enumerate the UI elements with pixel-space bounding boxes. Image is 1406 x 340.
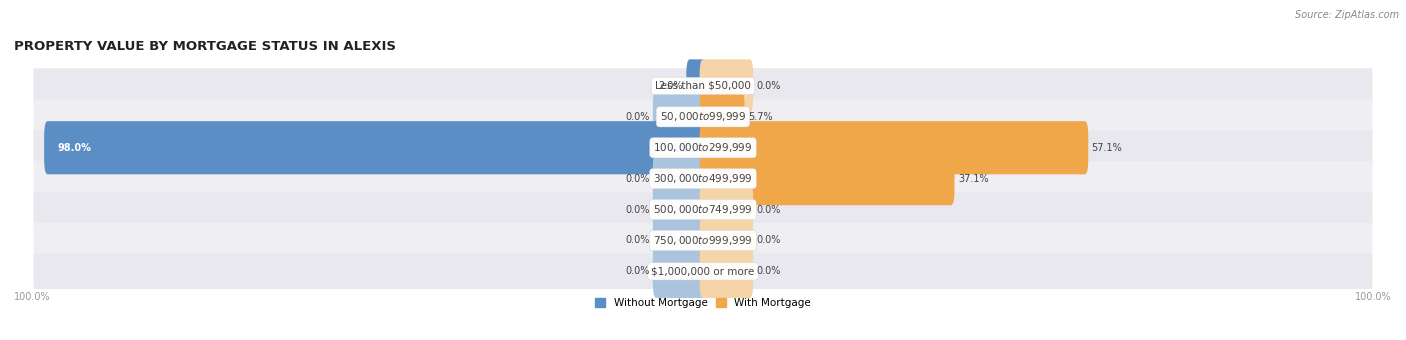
FancyBboxPatch shape xyxy=(652,152,706,205)
Text: 57.1%: 57.1% xyxy=(1091,143,1122,153)
Text: 37.1%: 37.1% xyxy=(957,174,988,184)
Text: $1,000,000 or more: $1,000,000 or more xyxy=(651,266,755,276)
Text: 0.0%: 0.0% xyxy=(756,236,780,245)
Text: $100,000 to $299,999: $100,000 to $299,999 xyxy=(654,141,752,154)
FancyBboxPatch shape xyxy=(652,90,706,143)
FancyBboxPatch shape xyxy=(652,183,706,236)
FancyBboxPatch shape xyxy=(44,121,706,174)
Legend: Without Mortgage, With Mortgage: Without Mortgage, With Mortgage xyxy=(595,298,811,308)
Text: 0.0%: 0.0% xyxy=(626,266,650,276)
FancyBboxPatch shape xyxy=(652,245,706,298)
Text: Source: ZipAtlas.com: Source: ZipAtlas.com xyxy=(1295,10,1399,20)
FancyBboxPatch shape xyxy=(700,152,955,205)
Text: 0.0%: 0.0% xyxy=(756,266,780,276)
FancyBboxPatch shape xyxy=(34,254,1372,289)
FancyBboxPatch shape xyxy=(34,130,1372,165)
FancyBboxPatch shape xyxy=(34,161,1372,196)
Text: $50,000 to $99,999: $50,000 to $99,999 xyxy=(659,110,747,123)
Text: 98.0%: 98.0% xyxy=(58,143,91,153)
Text: 100.0%: 100.0% xyxy=(14,292,51,302)
FancyBboxPatch shape xyxy=(34,68,1372,104)
Text: PROPERTY VALUE BY MORTGAGE STATUS IN ALEXIS: PROPERTY VALUE BY MORTGAGE STATUS IN ALE… xyxy=(14,40,396,53)
FancyBboxPatch shape xyxy=(34,223,1372,258)
Text: 0.0%: 0.0% xyxy=(626,174,650,184)
Text: 0.0%: 0.0% xyxy=(626,112,650,122)
FancyBboxPatch shape xyxy=(700,214,754,267)
Text: 0.0%: 0.0% xyxy=(756,205,780,215)
Text: 2.0%: 2.0% xyxy=(658,81,683,91)
FancyBboxPatch shape xyxy=(700,90,744,143)
FancyBboxPatch shape xyxy=(700,121,1088,174)
Text: $300,000 to $499,999: $300,000 to $499,999 xyxy=(654,172,752,185)
Text: 0.0%: 0.0% xyxy=(756,81,780,91)
FancyBboxPatch shape xyxy=(700,59,754,113)
FancyBboxPatch shape xyxy=(700,183,754,236)
FancyBboxPatch shape xyxy=(34,192,1372,227)
FancyBboxPatch shape xyxy=(686,59,706,113)
Text: 0.0%: 0.0% xyxy=(626,236,650,245)
FancyBboxPatch shape xyxy=(652,214,706,267)
FancyBboxPatch shape xyxy=(700,245,754,298)
Text: 0.0%: 0.0% xyxy=(626,205,650,215)
Text: 5.7%: 5.7% xyxy=(748,112,772,122)
Text: Less than $50,000: Less than $50,000 xyxy=(655,81,751,91)
Text: 100.0%: 100.0% xyxy=(1355,292,1392,302)
Text: $500,000 to $749,999: $500,000 to $749,999 xyxy=(654,203,752,216)
Text: $750,000 to $999,999: $750,000 to $999,999 xyxy=(654,234,752,247)
FancyBboxPatch shape xyxy=(34,99,1372,134)
